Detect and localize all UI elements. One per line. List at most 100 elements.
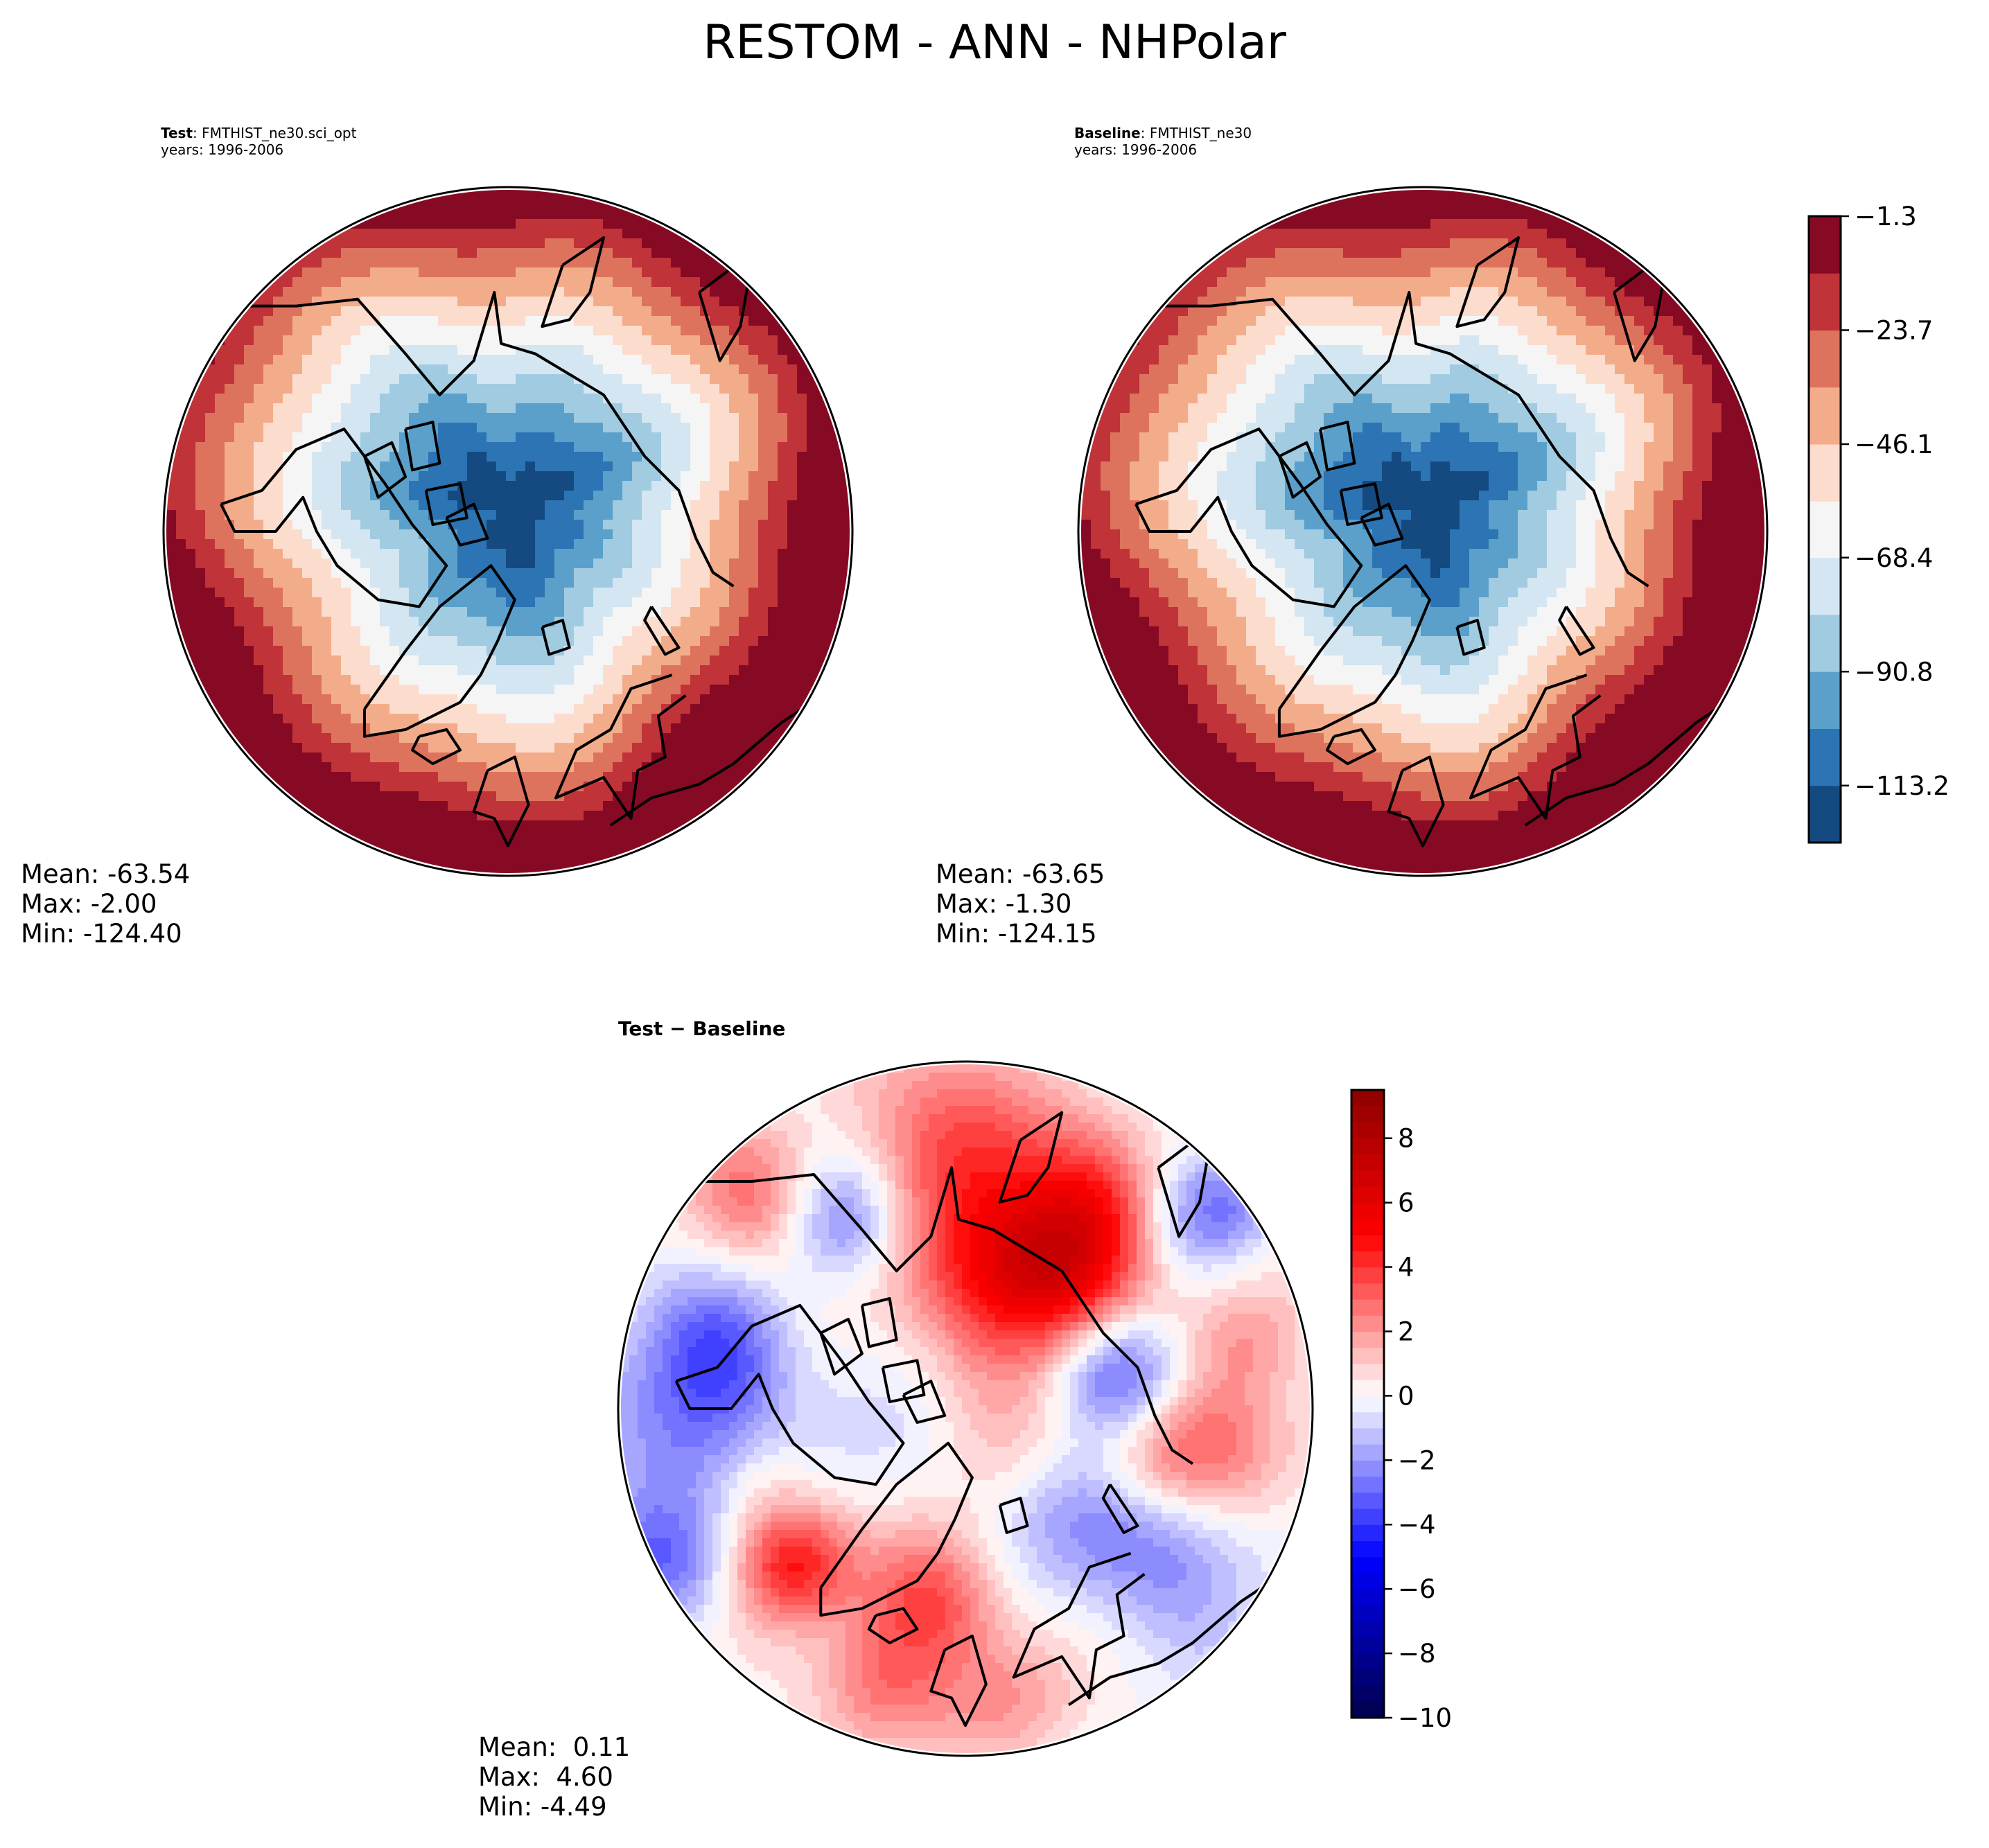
test-map-cell — [477, 850, 487, 860]
test-map-cell — [166, 636, 177, 646]
test-map-cell — [263, 588, 274, 598]
test-map-cell — [244, 617, 254, 627]
test-map-cell — [351, 588, 361, 598]
test-map-cell — [690, 597, 701, 608]
test-map-cell — [331, 733, 342, 743]
test-map-cell — [360, 772, 371, 782]
test-map-cell — [681, 345, 691, 355]
test-map-cell — [457, 267, 468, 278]
test-map-cell — [574, 626, 584, 637]
test-map-cell — [661, 394, 672, 404]
test-map-cell — [768, 335, 778, 346]
test-map-cell — [254, 714, 264, 724]
test-map-cell — [302, 267, 313, 278]
baseline-map-cell — [1440, 200, 1451, 210]
baseline-map-cell — [1353, 238, 1363, 249]
test-map-cell — [554, 830, 565, 841]
test-map-cell — [409, 374, 419, 385]
test-map-cell — [360, 277, 371, 288]
test-map-cell — [574, 355, 584, 365]
test-map-cell — [642, 568, 652, 579]
test-map-cell — [516, 568, 526, 579]
test-map-cell — [554, 423, 565, 433]
test-map-cell — [399, 665, 410, 676]
test-map-cell — [477, 859, 487, 870]
test-map-cell — [797, 403, 807, 414]
test-map-cell — [525, 384, 536, 394]
test-map-cell — [487, 636, 497, 646]
test-map-cell — [477, 617, 487, 627]
test-map-cell — [322, 665, 332, 676]
test-map-cell — [254, 539, 264, 549]
baseline-map-cell — [1314, 316, 1324, 326]
test-map-cell — [564, 394, 575, 404]
test-map-cell — [496, 723, 507, 734]
test-map-cell — [273, 345, 283, 355]
baseline-map-cell — [1207, 326, 1218, 336]
test-map-cell — [467, 694, 477, 705]
test-map-cell — [506, 190, 516, 200]
test-map-cell — [496, 714, 507, 724]
test-map-cell — [380, 723, 390, 734]
test-map-cell — [622, 626, 633, 637]
test-map-cell — [273, 665, 283, 676]
test-map-cell — [302, 394, 313, 404]
baseline-map-cell — [1421, 238, 1431, 249]
test-map-cell — [234, 714, 245, 724]
test-map-cell — [787, 461, 798, 472]
test-map-cell — [603, 694, 613, 705]
test-map-cell — [564, 704, 575, 714]
test-map-cell — [428, 558, 439, 569]
test-map-cell — [574, 588, 584, 598]
test-map-cell — [263, 665, 274, 676]
baseline-map-cell — [1304, 209, 1315, 220]
test-map-cell — [603, 510, 613, 520]
test-map-cell — [574, 655, 584, 666]
test-map-cell — [389, 316, 400, 326]
test-map-cell — [671, 277, 681, 288]
test-map-cell — [758, 461, 769, 472]
test-map-cell — [399, 277, 410, 288]
test-map-cell — [748, 335, 759, 346]
test-map-cell — [263, 394, 274, 404]
test-map-cell — [399, 704, 410, 714]
test-map-cell — [331, 500, 342, 511]
baseline-map-cell — [1227, 335, 1237, 346]
test-map-cell — [710, 510, 720, 520]
test-map-cell — [234, 326, 245, 336]
test-map-cell — [525, 423, 536, 433]
test-map-cell — [613, 840, 623, 850]
test-map-cell — [448, 578, 458, 588]
test-map-cell — [438, 830, 448, 841]
baseline-map-cell — [1566, 238, 1577, 249]
test-map-cell — [758, 471, 769, 482]
baseline-min-value: -124.15 — [997, 919, 1097, 949]
test-map-cell — [263, 442, 274, 452]
test-map-cell — [613, 626, 623, 637]
baseline-map-cell — [1304, 297, 1315, 307]
test-map-cell — [438, 491, 448, 501]
test-map-cell — [719, 704, 730, 714]
test-map-cell — [710, 520, 720, 530]
test-map-cell — [419, 704, 429, 714]
test-map-cell — [302, 287, 313, 297]
test-map-cell — [710, 364, 720, 375]
test-map-cell — [613, 316, 623, 326]
test-map-cell — [516, 277, 526, 288]
test-map-cell — [477, 432, 487, 443]
test-map-cell — [729, 597, 739, 608]
test-map-cell — [273, 772, 283, 782]
test-map-cell — [787, 384, 798, 394]
test-map-cell — [564, 500, 575, 511]
baseline-map-cell — [1634, 297, 1645, 307]
test-map-cell — [729, 733, 739, 743]
test-map-cell — [195, 394, 206, 404]
test-map-cell — [525, 830, 536, 841]
test-map-cell — [632, 539, 642, 549]
test-map-cell — [613, 267, 623, 278]
test-map-cell — [632, 665, 642, 676]
test-map-cell — [622, 714, 633, 724]
test-map-cell — [535, 617, 545, 627]
test-map-cell — [496, 374, 507, 385]
test-map-cell — [564, 694, 575, 705]
